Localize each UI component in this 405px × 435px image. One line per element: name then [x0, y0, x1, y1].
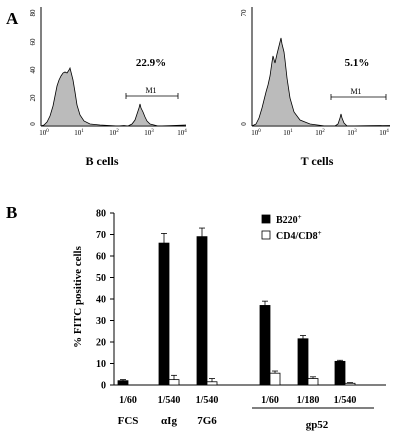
legend-swatch-b220 [261, 214, 271, 224]
hist2-label: T cells [301, 154, 334, 168]
bar-cd4cd8 [307, 378, 319, 386]
bar-b220 [334, 360, 346, 386]
hist1-ytick-20: 20 [29, 94, 37, 102]
hist1-xtick-2: 102 [109, 129, 119, 137]
hist2-peak-positive [333, 113, 348, 127]
x-tick-label: 1/540 [196, 395, 219, 406]
x-tick-label: 1/540 [158, 395, 181, 406]
hist1-ytick-40: 40 [29, 66, 37, 74]
bar-b220 [196, 236, 208, 386]
hist2-xtick-4: 104 [379, 129, 389, 137]
hist2-peak-negative [251, 37, 326, 127]
hist2-xtick-1: 101 [283, 129, 293, 137]
legend-swatch-cd4cd8 [261, 230, 271, 240]
y-tick-label: 80 [96, 209, 106, 220]
y-axis-ticks: 0 10 20 30 40 50 60 70 80 [96, 209, 114, 392]
group-label-gp52: gp52 [306, 419, 329, 431]
hist1-gate-label: M1 [145, 86, 156, 95]
hist2-xtick-3: 103 [347, 129, 357, 137]
bar-cd4cd8 [168, 379, 180, 386]
hist1-percent: 22.9% [136, 57, 166, 69]
bar-cd4cd8 [344, 382, 356, 386]
histogram-t-cells: 70 0 M1 5.1% 100 101 102 103 104 T cells [240, 7, 391, 168]
hist1-x-tick-labels: 100 101 102 103 104 [39, 129, 187, 137]
bar-b220 [259, 305, 271, 386]
hist1-label: B cells [86, 154, 119, 168]
hist2-xtick-2: 102 [315, 129, 325, 137]
hist1-peak-positive [127, 103, 159, 127]
legend-label-cd4cd8: CD4/CD8+ [276, 229, 322, 242]
hist2-trace [325, 125, 391, 127]
bar-b220 [158, 242, 170, 386]
bar-marks [117, 227, 356, 386]
hist2-percent: 5.1% [345, 57, 370, 69]
panel-a-letter: A [6, 9, 19, 28]
y-tick-label: 20 [96, 338, 106, 349]
hist1-trace [117, 124, 187, 127]
x-axis-tick-labels: 1/60 1/540 1/540 1/60 1/180 1/540 [119, 395, 356, 406]
hist2-ytick-0: 0 [240, 122, 248, 126]
histogram-b-cells: 80 60 40 20 0 M1 22.9% 100 101 102 103 1… [29, 7, 187, 168]
group-label-fcs: FCS [118, 415, 139, 427]
hist1-ytick-60: 60 [29, 38, 37, 46]
x-tick-label: 1/540 [334, 395, 357, 406]
hist1-xtick-1: 101 [74, 129, 84, 137]
hist2-gate-label: M1 [350, 87, 361, 96]
x-tick-label: 1/180 [297, 395, 320, 406]
bar-b220 [297, 338, 309, 386]
hist1-peak-negative [40, 66, 119, 127]
bar-cd4cd8 [206, 381, 218, 386]
y-tick-label: 10 [96, 359, 106, 370]
hist1-xtick-3: 103 [144, 129, 154, 137]
x-tick-label: 1/60 [261, 395, 279, 406]
hist2-xtick-0: 100 [251, 129, 261, 137]
y-tick-label: 30 [96, 316, 106, 327]
bar-b220 [117, 380, 129, 386]
legend-label-b220: B220+ [276, 213, 302, 226]
hist1-ytick-80: 80 [29, 9, 37, 17]
x-tick-label: 1/60 [119, 395, 137, 406]
bar-cd4cd8 [269, 372, 281, 386]
y-tick-label: 60 [96, 252, 106, 263]
hist2-x-tick-labels: 100 101 102 103 104 [251, 129, 389, 137]
y-tick-label: 40 [96, 295, 106, 306]
y-tick-label: 70 [96, 230, 106, 241]
panel-b-letter: B [6, 203, 17, 222]
group-label-7g6: 7G6 [197, 415, 217, 427]
legend: B220+ CD4/CD8+ [261, 213, 322, 242]
group-label-aig: αIg [161, 415, 177, 427]
y-axis-label: % FITC positive cells [72, 245, 84, 347]
y-tick-label: 50 [96, 273, 106, 284]
hist1-xtick-0: 100 [39, 129, 49, 137]
hist1-xtick-4: 104 [177, 129, 187, 137]
y-tick-label: 0 [101, 381, 106, 392]
hist2-ytick-70: 70 [240, 9, 248, 17]
hist1-ytick-0: 0 [29, 122, 37, 126]
